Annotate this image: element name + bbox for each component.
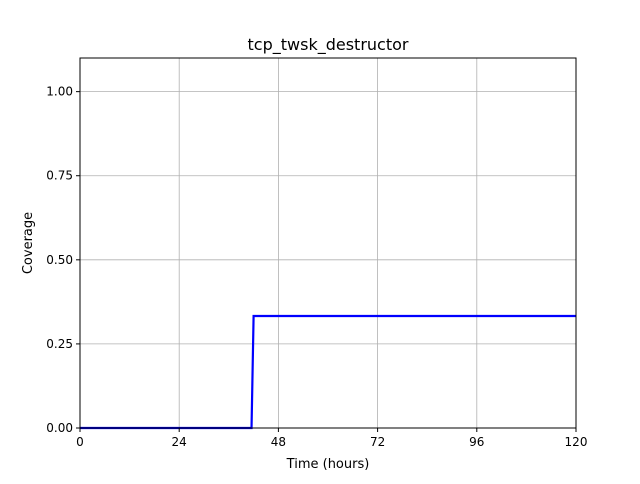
axes-frame (79, 57, 577, 429)
x-tick-label: 48 (271, 435, 286, 449)
y-tick-label: 0.75 (46, 169, 73, 183)
x-tick-label: 120 (565, 435, 588, 449)
y-tick-label: 0.25 (46, 337, 73, 351)
x-tick-label: 0 (76, 435, 84, 449)
y-tick-label: 1.00 (46, 85, 73, 99)
x-axis-label: Time (hours) (286, 457, 370, 472)
x-tick-label: 96 (469, 435, 484, 449)
x-axis-ticks: 0 24 48 72 96 120 (76, 428, 587, 449)
y-axis-ticks: 0.00 0.25 0.50 0.75 1.00 (46, 85, 80, 435)
y-axis-label: Coverage (21, 212, 36, 274)
x-tick-label: 24 (172, 435, 187, 449)
y-tick-label: 0.50 (46, 253, 73, 267)
x-tick-label: 72 (370, 435, 385, 449)
chart-title: tcp_twsk_destructor (248, 35, 409, 55)
y-tick-label: 0.00 (46, 421, 73, 435)
